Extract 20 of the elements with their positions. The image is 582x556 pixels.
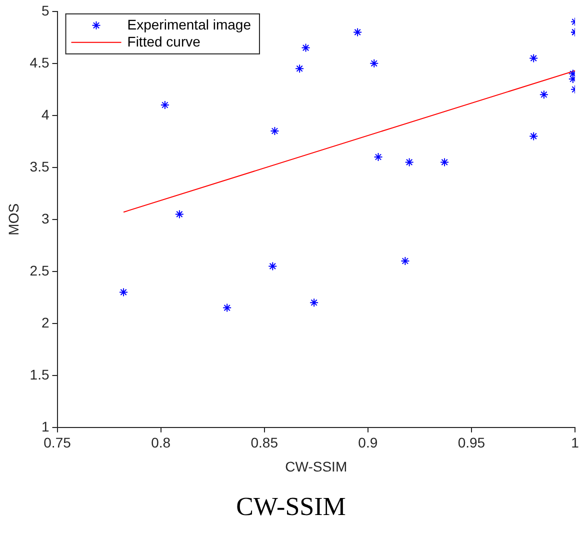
y-tick-label: 1.5: [30, 366, 50, 382]
text: CW-SSIM: [235, 492, 347, 522]
y-tick-label: 3: [41, 210, 50, 226]
x-tick-label: 0.95: [458, 434, 486, 451]
y-axis-title: MOS: [5, 203, 22, 236]
y-tick-label: 4: [41, 106, 50, 122]
y-tick-label: 2: [41, 314, 50, 330]
x-tick-label: 0.75: [44, 434, 72, 451]
legend-label: Experimental image: [127, 16, 252, 32]
y-tick-label: 1: [41, 418, 50, 434]
y-tick-label: 5: [41, 2, 50, 18]
x-tick-label: 0.9: [358, 434, 378, 451]
y-tick-label: 2.5: [30, 262, 50, 278]
x-tick-label: 1: [571, 434, 580, 451]
legend-label: Fitted curve: [127, 33, 201, 50]
y-tick-label: 3.5: [30, 158, 50, 174]
y-tick-label: 4.5: [30, 54, 50, 70]
x-tick-label: 0.8: [151, 434, 171, 451]
x-axis-title: CW-SSIM: [285, 458, 348, 474]
x-tick-label: 0.85: [250, 434, 278, 451]
